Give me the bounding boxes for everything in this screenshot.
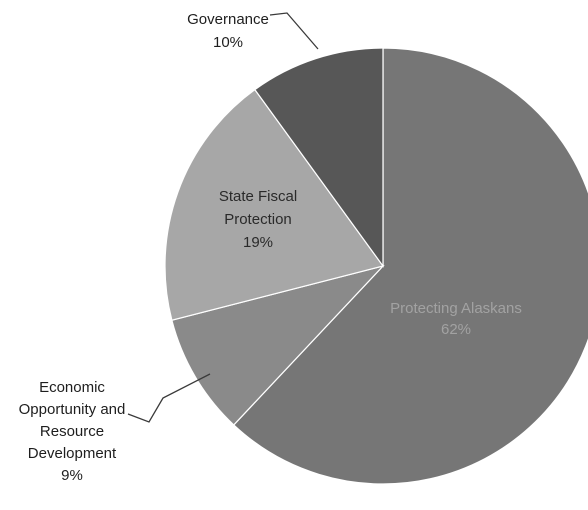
data-label-value: 10%	[213, 34, 243, 51]
data-label-category: Economic	[39, 379, 105, 396]
data-label-value: 62%	[441, 321, 471, 338]
data-label-4: Governance 10%	[187, 11, 269, 51]
data-label-1: Protecting Alaskans 62%	[390, 300, 522, 338]
pie-slice-1	[232, 47, 588, 485]
pie-slice-2	[171, 264, 385, 426]
leader-line-2	[127, 373, 211, 423]
data-label-category: Resource	[40, 423, 104, 440]
data-label-3: State Fiscal Protection 19%	[219, 188, 297, 251]
pie-slice-3	[164, 88, 385, 321]
data-label-value: 19%	[243, 234, 273, 251]
data-label-category: Development	[28, 445, 117, 462]
leader-line-4	[269, 12, 319, 50]
data-label-category: Governance	[187, 11, 269, 28]
data-label-2: Economic Opportunity and Resource Developme…	[19, 379, 126, 484]
data-label-category: Protection	[224, 211, 292, 228]
data-label-category: Opportunity and	[19, 401, 126, 418]
data-label-category: State Fiscal	[219, 188, 297, 205]
data-label-value: 9%	[61, 467, 83, 484]
pie-slice-4	[254, 47, 384, 268]
data-label-category: Protecting Alaskans	[390, 300, 522, 317]
